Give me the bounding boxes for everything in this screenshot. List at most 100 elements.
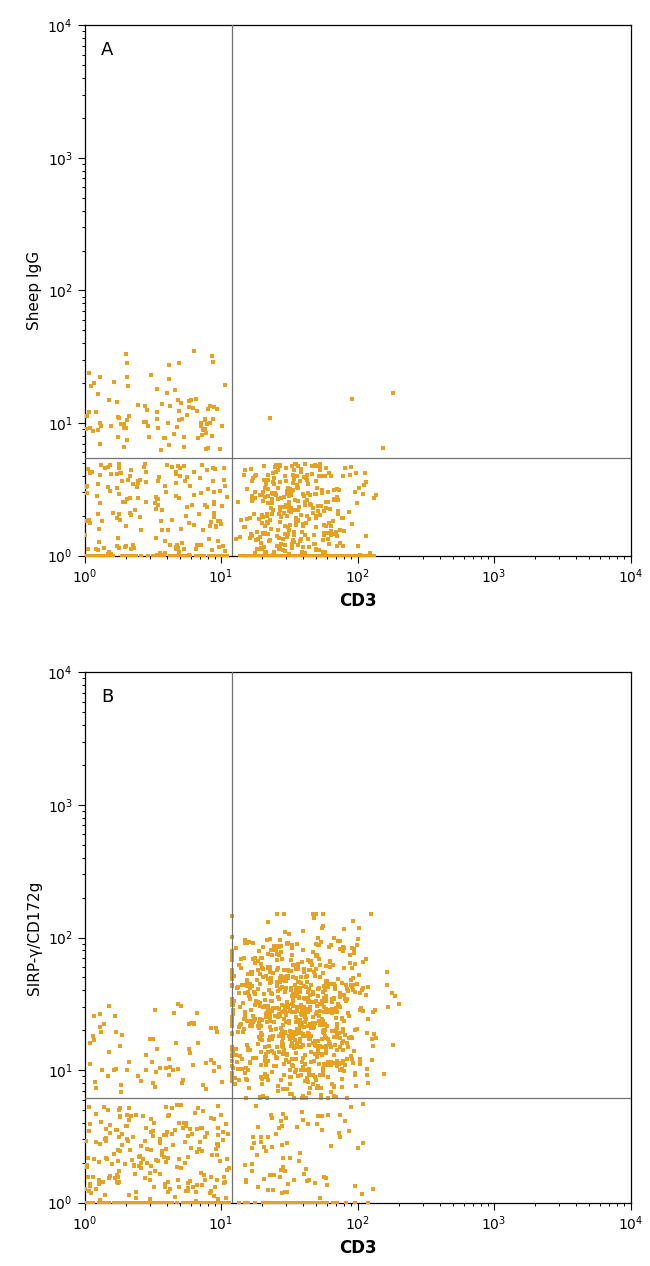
Point (128, 1127, 138, 1147)
Point (335, 938, 345, 958)
Point (140, 395, 150, 415)
Point (285, 1067, 295, 1087)
Point (281, 966, 292, 986)
Point (250, 546, 261, 566)
Point (209, 506, 220, 527)
Point (247, 1153, 257, 1174)
Point (200, 409, 211, 429)
Point (276, 966, 286, 986)
Point (291, 1043, 302, 1063)
Point (318, 466, 328, 486)
Point (292, 546, 302, 566)
Point (150, 1076, 161, 1096)
Point (302, 490, 312, 510)
Point (198, 1193, 209, 1213)
Point (227, 1051, 237, 1071)
Point (224, 1193, 234, 1213)
Point (213, 1136, 224, 1156)
Point (198, 420, 208, 441)
Point (99, 538, 110, 558)
Point (252, 1034, 263, 1055)
Point (301, 546, 311, 566)
Point (158, 546, 168, 566)
Point (363, 1193, 373, 1213)
Point (313, 1043, 323, 1063)
Point (210, 1193, 220, 1213)
Point (259, 479, 270, 499)
Point (190, 1181, 201, 1201)
Point (124, 1193, 135, 1213)
Point (79, 1193, 90, 1213)
Point (172, 418, 182, 438)
Point (248, 1010, 259, 1031)
Point (171, 1033, 181, 1053)
Point (126, 460, 136, 480)
Point (274, 1025, 284, 1046)
Point (255, 1017, 266, 1037)
Point (154, 1129, 164, 1150)
Point (339, 458, 350, 479)
Point (133, 487, 143, 508)
Point (276, 1036, 287, 1056)
Point (368, 1003, 378, 1023)
Point (317, 546, 327, 566)
Point (337, 1019, 348, 1039)
Point (242, 1070, 252, 1090)
Point (298, 1086, 308, 1106)
Point (79, 546, 90, 566)
Point (151, 486, 161, 506)
Point (294, 530, 305, 551)
Point (292, 491, 303, 511)
Point (305, 1000, 315, 1020)
Point (330, 546, 340, 566)
Point (235, 957, 246, 977)
Point (344, 944, 355, 965)
Point (277, 970, 287, 990)
Point (335, 1028, 345, 1048)
Point (362, 1023, 372, 1043)
Point (289, 1037, 300, 1057)
Point (152, 544, 162, 565)
Point (270, 546, 281, 566)
Point (227, 1065, 237, 1085)
Point (288, 1028, 298, 1048)
Point (307, 1008, 318, 1028)
Point (239, 546, 249, 566)
Point (79, 1193, 90, 1213)
Point (317, 1120, 328, 1141)
Point (246, 546, 257, 566)
Point (334, 546, 345, 566)
Point (248, 546, 259, 566)
Point (192, 534, 202, 555)
Point (129, 1156, 139, 1176)
Point (172, 1193, 183, 1213)
Point (307, 1193, 317, 1213)
Point (325, 974, 335, 994)
Point (239, 1009, 249, 1029)
Point (88, 1148, 99, 1169)
Point (286, 485, 296, 505)
Point (258, 491, 268, 511)
Point (272, 1037, 282, 1057)
Point (326, 934, 336, 955)
Point (315, 955, 326, 975)
Point (247, 976, 257, 996)
Point (240, 929, 250, 950)
Point (291, 1193, 301, 1213)
Point (253, 546, 263, 566)
Point (254, 509, 265, 529)
Point (292, 972, 303, 993)
Point (258, 546, 268, 566)
Point (116, 414, 126, 434)
Point (320, 991, 331, 1012)
Point (244, 1041, 255, 1061)
Point (245, 1053, 255, 1074)
Point (286, 950, 296, 970)
Point (127, 1193, 138, 1213)
Point (276, 546, 287, 566)
Point (300, 1055, 310, 1075)
Point (84, 510, 94, 530)
Point (297, 1193, 307, 1213)
Point (148, 1028, 158, 1048)
Point (163, 1048, 174, 1069)
